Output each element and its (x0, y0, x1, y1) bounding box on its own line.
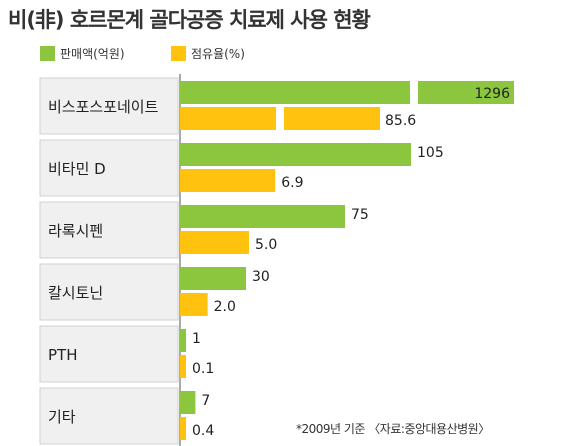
share-bar (180, 293, 208, 316)
category-box (39, 139, 179, 197)
sales-bar (180, 391, 196, 414)
category-label: PTH (48, 346, 78, 364)
share-value-label: 0.1 (192, 361, 214, 377)
legend-item-share: 점유율(%) (171, 45, 245, 62)
share-bar (180, 355, 186, 378)
share-value-label: 6.9 (281, 175, 303, 191)
sales-value-label: 75 (351, 207, 369, 223)
category-label: 비타민 D (48, 160, 106, 178)
sales-value-label: 1296 (474, 86, 510, 102)
sales-bar (180, 329, 186, 352)
category-label: 칼시토닌 (48, 284, 103, 302)
sales-bar (180, 143, 411, 166)
sales-value-label: 7 (201, 393, 210, 409)
source-note: *2009년 기준 〈자료:중앙대용산병원〉 (296, 422, 490, 436)
share-bar-continued (284, 107, 380, 130)
share-bar (180, 169, 276, 192)
category-box (39, 77, 179, 135)
category-box (39, 263, 179, 321)
sales-value-label: 30 (252, 269, 270, 285)
share-value-label: 85.6 (385, 113, 416, 129)
legend-item-sales: 판매액(억원) (40, 45, 125, 62)
share-value-label: 0.4 (192, 423, 214, 439)
chart-title: 비(非) 호르몬계 골다공증 치료제 사용 현황 (8, 8, 371, 32)
sales-bar (180, 81, 410, 104)
legend-swatch-share (171, 46, 186, 61)
category-label: 라록시펜 (48, 222, 103, 240)
legend-label-share: 점유율(%) (191, 47, 245, 61)
share-value-label: 2.0 (214, 299, 236, 315)
category-label: 비스포스포네이트 (48, 98, 159, 116)
share-bar (180, 107, 276, 130)
share-bar (180, 417, 186, 440)
legend-swatch-sales (40, 46, 55, 61)
category-label: 기타 (48, 408, 76, 426)
category-box (39, 387, 179, 445)
share-value-label: 5.0 (255, 237, 277, 253)
sales-bar (180, 205, 345, 228)
legend-label-sales: 판매액(억원) (60, 47, 125, 61)
category-box (39, 201, 179, 259)
sales-bar (180, 267, 246, 290)
sales-value-label: 105 (417, 145, 444, 161)
category-box (39, 325, 179, 383)
sales-value-label: 1 (192, 331, 201, 347)
sales-bar-continued (418, 81, 514, 104)
share-bar (180, 231, 249, 254)
